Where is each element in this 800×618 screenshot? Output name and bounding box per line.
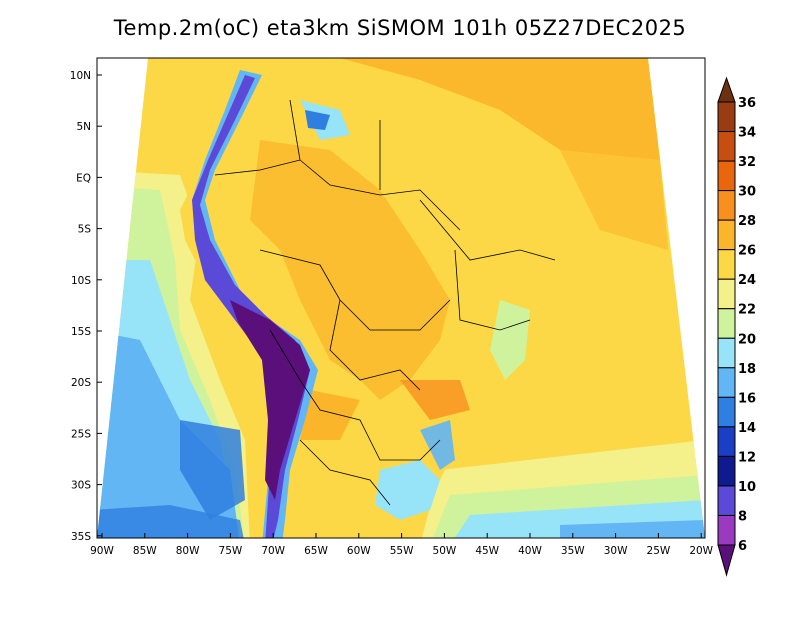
lon-tick-label: 75W [219,545,243,557]
lat-tick-label: 35S [71,531,91,543]
lon-tick-label: 60W [347,545,371,557]
lat-tick-label: 5N [76,121,91,133]
colorbar-label: 6 [738,539,747,554]
country-borders [214,99,556,506]
colorbar-bin [717,101,736,133]
map-title: Temp.2m(oC) eta3km SiSMOM 101h 05Z27DEC2… [113,16,687,40]
colorbar-label: 14 [738,421,756,436]
lon-tick-label: 55W [390,545,414,557]
map-frame [96,57,706,539]
colorbar-bin [717,278,736,310]
lat-tick-label: 25S [71,428,91,440]
colorbar-label: 22 [738,303,756,318]
colorbar-top-arrow [717,76,736,103]
colorbar-bin [717,131,736,162]
colorbar-bin [717,367,736,398]
lat-tick-label: 15S [71,326,91,338]
colorbar-label: 18 [738,362,756,377]
lon-tick-label: 80W [176,545,200,557]
colorbar-label: 36 [738,96,756,111]
lat-tick-label: 10S [71,275,91,287]
lon-tick-label: 40W [518,545,542,557]
colorbar-bin [717,455,736,487]
colorbar-label: 28 [738,214,756,229]
colorbar-bin [717,219,736,251]
longitude-axis: 90W 85W 80W 75W 70W 65W 60W 55W 50W 45W 40W 35W 30W 2… [90,533,714,557]
lon-tick-label: 50W [433,545,457,557]
colorbar-label: 30 [738,185,756,200]
map-domain [97,58,705,538]
colorbar-label: 24 [738,273,756,288]
colorbar-bin [717,308,736,339]
lon-tick-label: 25W [647,545,671,557]
colorbar-bin [717,514,736,546]
colorbar-bin [717,426,736,457]
lon-tick-label: 70W [261,545,285,557]
lon-tick-label: 20W [689,545,713,557]
colorbar-label: 8 [738,509,747,524]
latitude-axis: 10N 5N EQ 5S 10S 15S 20S 25S 30S 35S [70,70,102,543]
lon-tick-label: 85W [133,545,157,557]
lat-tick-label: EQ [76,172,91,184]
colorbar-bottom-arrow [717,544,736,577]
colorbar-label: 10 [738,480,756,495]
colorbar-label: 26 [738,244,756,259]
lon-tick-label: 35W [561,545,585,557]
lat-tick-label: 30S [71,480,91,492]
lon-tick-label: 45W [475,545,499,557]
lat-tick-label: 20S [71,377,91,389]
lon-tick-label: 30W [604,545,628,557]
colorbar-bin [717,337,736,369]
lon-tick-label: 90W [90,545,114,557]
colorbar-label: 12 [738,450,756,465]
colorbar-label: 16 [738,391,756,406]
colorbar: 36 34 32 30 28 26 24 22 20 18 16 14 12 10 8 6 [717,76,756,577]
colorbar-label: 20 [738,332,756,347]
lon-tick-label: 65W [304,545,328,557]
colorbar-bin [717,190,736,221]
colorbar-bin [717,249,736,280]
lat-tick-label: 5S [78,224,92,236]
colorbar-label: 32 [738,155,756,170]
lat-tick-label: 10N [70,70,91,82]
colorbar-bin [717,160,736,192]
colorbar-bin [717,485,736,516]
colorbar-bin [717,396,736,428]
colorbar-label: 34 [738,126,756,141]
